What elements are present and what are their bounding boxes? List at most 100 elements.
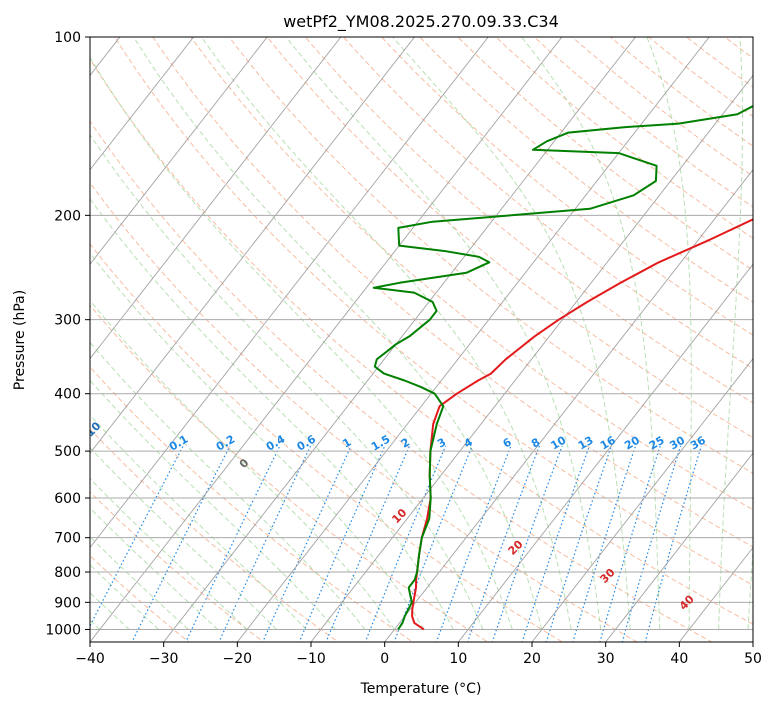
mixing-ratio-label: 0.2 [214, 433, 237, 454]
isotherm [236, 37, 710, 642]
isotherm [90, 37, 563, 642]
x-tick-label: 30 [597, 651, 615, 667]
mixing-ratio-line [491, 445, 563, 642]
mixing-ratio-label: 16 [598, 433, 618, 452]
y-axis-label: Pressure (hPa) [12, 290, 28, 390]
dry-adiabat [380, 37, 753, 336]
x-axis: −40 −30 −20 −10 0 10 20 30 40 50 [75, 642, 762, 667]
dry-adiabat [723, 37, 753, 59]
y-tick-label: 400 [54, 387, 81, 403]
temperature-profile [411, 218, 753, 631]
isotherm [90, 37, 489, 549]
profiles [372, 104, 753, 631]
mixing-ratio-line [262, 445, 352, 642]
mixing-ratio-line [218, 445, 312, 642]
x-tick-label: 0 [380, 651, 389, 667]
isotherm [90, 37, 342, 360]
moist-adiabat [646, 37, 692, 630]
moist-adiabat-label: 30 [598, 566, 618, 586]
moist-adiabat [133, 37, 543, 630]
moist-adiabat-label: 10 [389, 506, 409, 526]
mixing-ratio-line [572, 445, 637, 642]
y-tick-label: 900 [54, 595, 81, 611]
moist-adiabat [90, 446, 277, 630]
moist-adiabat [747, 543, 753, 630]
moist-adiabat [521, 37, 661, 630]
y-axis: 1000 900 800 700 600 500 400 300 200 100 [45, 30, 90, 638]
dry-adiabat [228, 37, 753, 474]
line-labels: 0.10.20.40.611.52346810131620253036-100-… [80, 419, 708, 613]
isotherm [752, 641, 753, 642]
isotherm [384, 169, 753, 642]
mixing-ratio-label: 0.6 [295, 432, 319, 453]
moist-adiabat [392, 37, 631, 630]
isotherm [678, 546, 753, 642]
dry-adiabat [764, 10, 775, 654]
dry-adiabat [90, 120, 713, 642]
dry-adiabat [90, 554, 190, 642]
y-tick-label: 500 [54, 444, 81, 460]
x-tick-label: 50 [744, 651, 762, 667]
mixing-ratio-line [298, 445, 386, 642]
dry-adiabat [152, 37, 753, 548]
dry-adiabat [190, 37, 753, 511]
x-tick-label: −20 [223, 651, 253, 667]
mixing-ratio-line [185, 445, 281, 642]
mixing-ratio-label: 1.5 [369, 433, 392, 454]
y-tick-label: 800 [54, 565, 81, 581]
moist-adiabats [90, 37, 753, 630]
mixing-ratio-label: 4 [462, 435, 475, 450]
moist-adiabat [90, 414, 307, 630]
x-tick-label: −30 [149, 651, 179, 667]
mixing-ratio-line [131, 445, 231, 642]
x-tick-label: −40 [75, 651, 105, 667]
dry-adiabat [90, 491, 265, 642]
moist-adiabat [90, 252, 425, 630]
moist-adiabat [718, 37, 743, 630]
mixing-ratio-line [325, 445, 411, 642]
moist-adiabat [90, 379, 336, 630]
mixing-ratio-line [521, 445, 590, 642]
moist-adiabat [90, 477, 248, 630]
isotherm [90, 37, 416, 454]
dry-adiabat [90, 243, 564, 642]
x-tick-label: −10 [296, 651, 326, 667]
dry-adiabat [90, 366, 414, 642]
y-tick-label: 300 [54, 313, 81, 329]
moist-adiabat [90, 56, 513, 630]
y-tick-label: 700 [54, 531, 81, 547]
isotherm [531, 357, 753, 642]
dry-adiabat [304, 37, 753, 404]
x-tick-label: 40 [670, 651, 688, 667]
moist-adiabat-label: 40 [677, 592, 697, 612]
mixing-ratio-label: 25 [647, 434, 667, 453]
x-tick-label: 10 [449, 651, 467, 667]
dry-adiabat [90, 428, 340, 642]
y-tick-label: 1000 [45, 622, 81, 638]
dry-adiabat [342, 37, 753, 370]
dry-adiabat [114, 37, 753, 586]
mixing-ratio-label: 2 [399, 436, 412, 451]
dry-adiabats [90, 10, 775, 654]
isobars [90, 37, 753, 630]
moist-adiabat [90, 536, 189, 630]
dry-adiabat [419, 37, 753, 303]
mixing-ratio-line [90, 445, 184, 628]
mixing-ratio-lines [90, 445, 702, 642]
dry-adiabat [90, 304, 489, 642]
isotherm [605, 452, 753, 642]
dry-adiabat-label: -10 [80, 419, 103, 442]
isotherms [90, 37, 753, 642]
y-tick-label: 600 [54, 491, 81, 507]
isotherm [90, 37, 268, 265]
plot-frame [89, 36, 754, 643]
moist-adiabat [285, 37, 602, 630]
mixing-ratio-label: 10 [549, 433, 569, 452]
mixing-ratio-line [466, 445, 540, 642]
mixing-ratio-label: 1 [340, 436, 353, 451]
x-tick-label: 20 [523, 651, 541, 667]
mixing-ratio-line [435, 445, 512, 642]
moist-adiabat [90, 299, 395, 630]
dewpoint-profile [372, 104, 753, 630]
mixing-ratio-label: 0.4 [264, 432, 288, 453]
